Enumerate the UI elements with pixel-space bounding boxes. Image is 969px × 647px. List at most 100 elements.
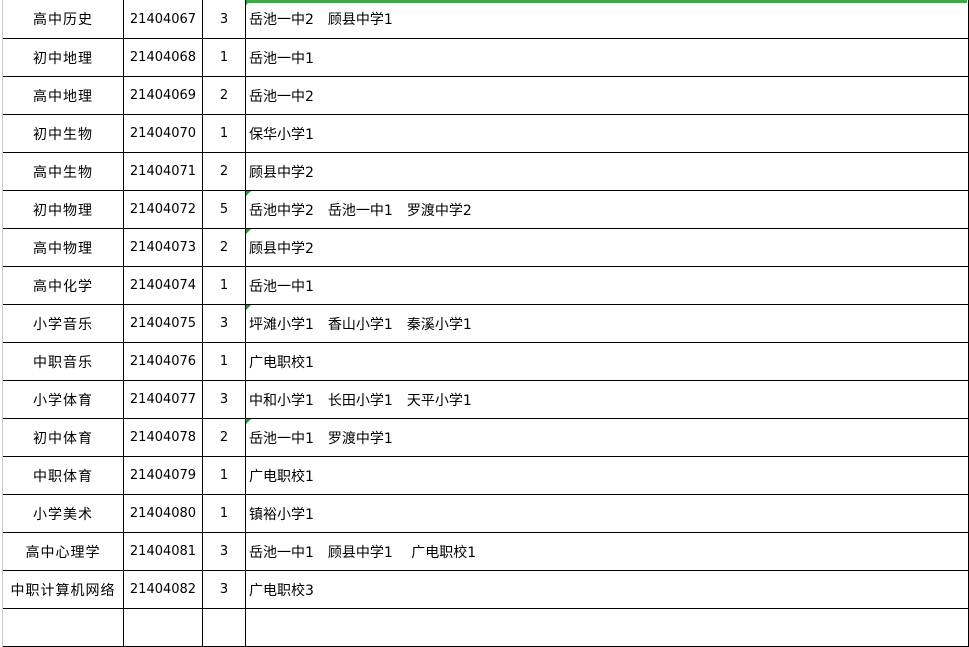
subject-cell[interactable]: 小学美术: [3, 494, 124, 533]
subject-cell[interactable]: 中职计算机网络: [3, 570, 124, 609]
code-cell[interactable]: 21404069: [123, 76, 203, 115]
code-cell[interactable]: 21404068: [123, 38, 203, 77]
code-cell[interactable]: 21404079: [123, 456, 203, 495]
code-cell[interactable]: 21404077: [123, 380, 203, 419]
table-row: 高中历史 21404067 3 岳池一中2 顾县中学1: [3, 0, 969, 39]
code-cell[interactable]: 21404075: [123, 304, 203, 343]
count-cell[interactable]: 5: [202, 190, 246, 229]
schools-cell[interactable]: 岳池一中1 罗渡中学1: [245, 418, 969, 457]
schools-cell[interactable]: 镇裕小学1: [245, 494, 969, 533]
subject-cell[interactable]: 小学音乐: [3, 304, 124, 343]
schools-cell[interactable]: 广电职校1: [245, 456, 969, 495]
schools-cell[interactable]: 广电职校1: [245, 342, 969, 381]
count-cell[interactable]: 3: [202, 0, 246, 39]
count-cell[interactable]: 2: [202, 228, 246, 267]
code-cell-text: 21404076: [129, 354, 197, 369]
code-cell-text: 21404079: [129, 468, 197, 483]
subject-cell[interactable]: 高中化学: [3, 266, 124, 305]
count-cell-text: 2: [219, 164, 229, 179]
schools-cell[interactable]: 顾县中学2: [245, 152, 969, 191]
code-cell-text: 21404080: [129, 506, 197, 521]
count-cell[interactable]: 3: [202, 380, 246, 419]
schools-cell[interactable]: 岳池一中2: [245, 76, 969, 115]
schools-cell-text: 岳池一中1 顾县中学1 广电职校1: [249, 544, 477, 561]
code-cell[interactable]: 21404073: [123, 228, 203, 267]
count-cell-text: 2: [219, 430, 229, 445]
code-cell[interactable]: 21404071: [123, 152, 203, 191]
schools-cell[interactable]: 保华小学1: [245, 114, 969, 153]
count-cell[interactable]: 1: [202, 342, 246, 381]
count-cell-text: 3: [219, 392, 229, 407]
schools-cell[interactable]: 岳池中学2 岳池一中1 罗渡中学2: [245, 190, 969, 229]
table-row: 高中心理学 21404081 3 岳池一中1 顾县中学1 广电职校1: [3, 532, 969, 571]
table-row: 初中生物 21404070 1 保华小学1: [3, 114, 969, 153]
schools-cell[interactable]: 顾县中学2: [245, 228, 969, 267]
count-cell-text: 5: [219, 202, 229, 217]
code-cell[interactable]: 21404076: [123, 342, 203, 381]
code-cell-text: 21404070: [129, 126, 197, 141]
subject-cell-text: 高中化学: [33, 278, 93, 295]
count-cell[interactable]: 1: [202, 266, 246, 305]
error-indicator-icon: [246, 419, 251, 424]
recruitment-table: 高中历史 21404067 3 岳池一中2 顾县中学1 初中地理 21404068 1 岳池一…: [3, 0, 969, 647]
subject-cell[interactable]: 初中体育: [3, 418, 124, 457]
count-cell[interactable]: 1: [202, 494, 246, 533]
table-row: 小学美术 21404080 1 镇裕小学1: [3, 494, 969, 533]
subject-cell[interactable]: 高中物理: [3, 228, 124, 267]
code-cell-text: 21404069: [129, 88, 197, 103]
code-cell[interactable]: 21404082: [123, 570, 203, 609]
count-cell-text: 1: [219, 468, 229, 483]
count-cell[interactable]: 1: [202, 456, 246, 495]
code-cell[interactable]: 21404081: [123, 532, 203, 571]
subject-cell[interactable]: 初中地理: [3, 38, 124, 77]
schools-cell[interactable]: 岳池一中1: [245, 38, 969, 77]
schools-cell-text: 中和小学1 长田小学1 天平小学1: [249, 392, 472, 409]
count-cell[interactable]: 3: [202, 304, 246, 343]
subject-cell[interactable]: 初中物理: [3, 190, 124, 229]
count-cell-text: 2: [219, 240, 229, 255]
error-indicator-icon: [246, 229, 251, 234]
subject-cell-text: 小学美术: [33, 506, 93, 523]
code-cell[interactable]: 21404078: [123, 418, 203, 457]
count-cell[interactable]: [202, 608, 246, 647]
subject-cell[interactable]: 中职音乐: [3, 342, 124, 381]
subject-cell[interactable]: 高中历史: [3, 0, 124, 39]
code-cell[interactable]: 21404072: [123, 190, 203, 229]
subject-cell-text: 中职音乐: [33, 354, 93, 371]
subject-cell[interactable]: [3, 608, 124, 647]
schools-cell-text: 岳池一中2: [249, 88, 314, 105]
schools-cell[interactable]: 坪滩小学1 香山小学1 秦溪小学1: [245, 304, 969, 343]
count-cell[interactable]: 1: [202, 114, 246, 153]
subject-cell[interactable]: 小学体育: [3, 380, 124, 419]
schools-cell[interactable]: 中和小学1 长田小学1 天平小学1: [245, 380, 969, 419]
subject-cell[interactable]: 高中心理学: [3, 532, 124, 571]
code-cell[interactable]: 21404070: [123, 114, 203, 153]
schools-cell[interactable]: [245, 608, 969, 647]
count-cell-text: 1: [219, 126, 229, 141]
code-cell[interactable]: 21404080: [123, 494, 203, 533]
subject-cell[interactable]: 初中生物: [3, 114, 124, 153]
code-cell[interactable]: 21404067: [123, 0, 203, 39]
subject-cell-text: 中职体育: [33, 468, 93, 485]
count-cell[interactable]: 2: [202, 418, 246, 457]
code-cell-text: 21404073: [129, 240, 197, 255]
count-cell[interactable]: 3: [202, 532, 246, 571]
schools-cell[interactable]: 岳池一中2 顾县中学1: [245, 0, 969, 39]
count-cell[interactable]: 1: [202, 38, 246, 77]
code-cell[interactable]: [123, 608, 203, 647]
count-cell[interactable]: 2: [202, 76, 246, 115]
table-row: 中职体育 21404079 1 广电职校1: [3, 456, 969, 495]
schools-cell[interactable]: 广电职校3: [245, 570, 969, 609]
count-cell[interactable]: 3: [202, 570, 246, 609]
subject-cell[interactable]: 中职体育: [3, 456, 124, 495]
schools-cell[interactable]: 岳池一中1 顾县中学1 广电职校1: [245, 532, 969, 571]
subject-cell[interactable]: 高中生物: [3, 152, 124, 191]
schools-cell-text: 顾县中学2: [249, 164, 314, 181]
count-cell[interactable]: 2: [202, 152, 246, 191]
count-cell-text: 3: [219, 544, 229, 559]
code-cell[interactable]: 21404074: [123, 266, 203, 305]
schools-cell-text: 岳池一中2 顾县中学1: [249, 12, 393, 28]
schools-cell[interactable]: 岳池一中1: [245, 266, 969, 305]
subject-cell[interactable]: 高中地理: [3, 76, 124, 115]
